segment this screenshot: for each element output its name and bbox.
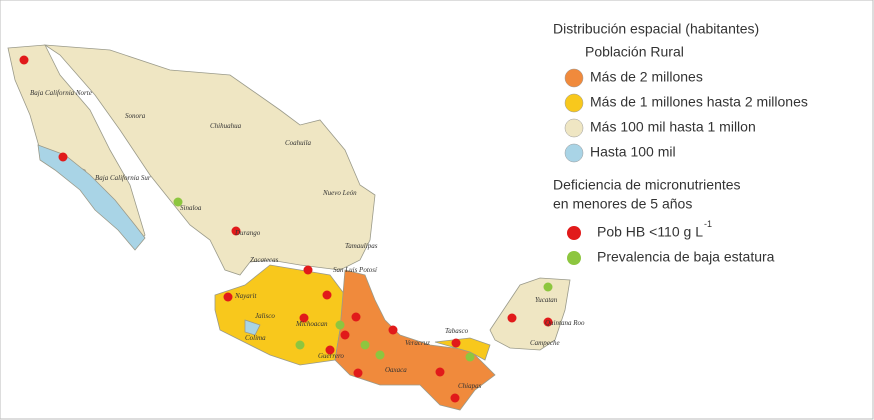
state-label: Baja California Sur (95, 174, 151, 182)
legend-swatch (567, 251, 581, 265)
legend: Distribución espacial (habitantes) Pobla… (553, 21, 808, 265)
indicator-dot (451, 338, 461, 348)
state-label: Coahuila (285, 139, 312, 147)
state-label: Durango (234, 229, 261, 237)
state-label: Oaxaca (385, 366, 407, 374)
state-bcs (37, 144, 146, 251)
state-colima (244, 319, 261, 336)
micro-title: en menores de 5 años (553, 196, 692, 212)
indicator-dot (507, 313, 517, 323)
south-region (334, 269, 496, 411)
legend-label: Hasta 100 mil (590, 144, 676, 160)
legend-label: Prevalencia de baja estatura (597, 249, 775, 265)
indicator-dot (173, 197, 183, 207)
indicator-dot (335, 320, 345, 330)
legend-swatch (567, 226, 581, 240)
indicator-dot (465, 352, 475, 362)
indicator-dot (58, 152, 68, 162)
state-label: Nayarit (234, 292, 257, 300)
state-label: Sonora (125, 112, 146, 120)
state-tabasco (434, 337, 491, 361)
indicator-dot (303, 265, 313, 275)
indicator-dot (543, 282, 553, 292)
indicator-dot (375, 350, 385, 360)
indicator-dot (353, 368, 363, 378)
state-label: Veracruz (405, 339, 430, 347)
indicator-dot (435, 367, 445, 377)
legend-label: Más 100 mil hasta 1 millon (590, 119, 756, 135)
indicator-dot (322, 290, 332, 300)
map: Baja California Norte Sonora Chihuahua Coah… (7, 44, 585, 411)
north-region (43, 44, 376, 276)
indicator-dot (450, 393, 460, 403)
indicator-dot (543, 317, 553, 327)
state-label: Chihuahua (210, 122, 242, 130)
legend-swatch (564, 118, 584, 138)
state-label: Chiapas (458, 382, 482, 390)
legend-label: Más de 2 millones (590, 69, 703, 85)
state-label: Tamaulipas (345, 242, 378, 250)
indicator-dot (340, 330, 350, 340)
state-label: Campeche (530, 339, 560, 347)
indicator-dot (223, 292, 233, 302)
state-label: Zacatecas (250, 256, 279, 264)
indicator-dot (325, 345, 335, 355)
indicator-dot (231, 226, 241, 236)
indicator-dot (388, 325, 398, 335)
legend-title: Distribución espacial (habitantes) (553, 21, 759, 37)
legend-swatch (564, 93, 584, 113)
indicator-dot (360, 340, 370, 350)
state-label: San Luis Potosí (333, 266, 378, 274)
legend-swatch (564, 68, 584, 88)
legend-label: Más de 1 millones hasta 2 millones (590, 94, 808, 110)
state-label: Guerrero (318, 352, 344, 360)
state-label: Quintana Roo (545, 319, 585, 327)
state-label: Tabasco (445, 327, 469, 335)
yucatan-region (489, 277, 571, 351)
indicator-dot (299, 313, 309, 323)
state-label: Baja California Norte (30, 89, 92, 97)
state-label: Yucatan (535, 296, 558, 304)
state-label: Colima (245, 334, 266, 342)
indicator-dot (295, 340, 305, 350)
state-label: Nuevo León (322, 189, 357, 197)
legend-superscript: -1 (704, 219, 712, 229)
legend-label: Pob HB <110 g L (597, 224, 703, 240)
legend-subtitle: Población Rural (585, 44, 684, 60)
state-label: Michoacan (295, 320, 328, 328)
indicator-dot (19, 55, 29, 65)
state-label: Jalisco (255, 312, 275, 320)
micro-title: Deficiencia de micronutrientes (553, 177, 741, 193)
state-label: Sinaloa (180, 204, 202, 212)
legend-swatch (564, 143, 584, 163)
indicator-dot (351, 312, 361, 322)
